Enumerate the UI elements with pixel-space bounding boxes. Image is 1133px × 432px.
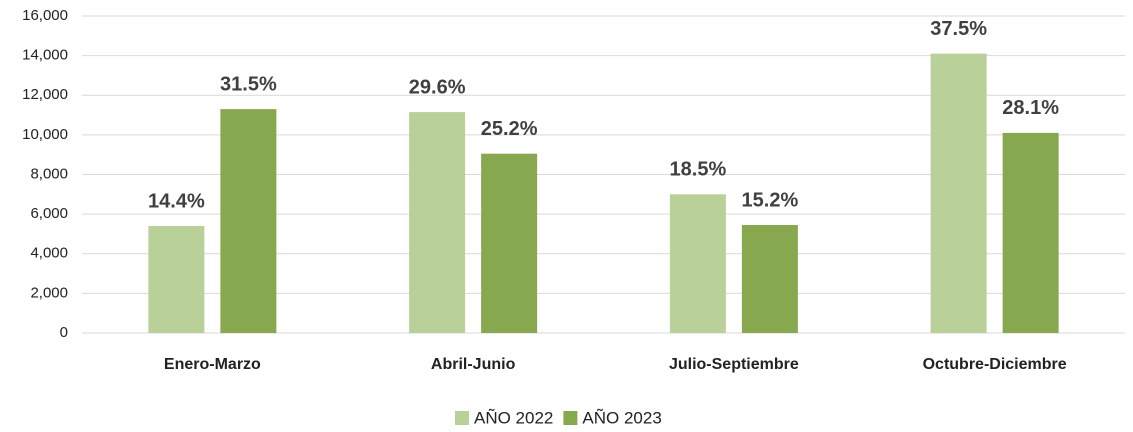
bar [741, 225, 798, 333]
y-tick-label: 10,000 [22, 126, 68, 143]
legend-label: AÑO 2023 [582, 408, 661, 427]
bar-annotation: 37.5% [930, 18, 987, 40]
y-tick-label: 0 [60, 324, 68, 341]
y-tick-label: 12,000 [22, 86, 68, 103]
bar [220, 109, 277, 334]
bar [148, 226, 205, 333]
y-tick-label: 8,000 [30, 165, 68, 182]
y-tick-label: 14,000 [22, 47, 68, 64]
bar [930, 53, 987, 334]
x-tick-label: Abril-Junio [431, 356, 516, 373]
y-tick-label: 6,000 [30, 205, 68, 222]
y-tick-label: 2,000 [30, 284, 68, 301]
legend-swatch [563, 411, 578, 425]
legend-swatch [455, 411, 469, 425]
bar [1002, 132, 1059, 333]
y-tick-label: 16,000 [22, 7, 68, 24]
bar [669, 194, 726, 333]
bar-annotation: 31.5% [220, 73, 277, 95]
bar-annotation: 18.5% [670, 159, 727, 181]
bar-annotation: 14.4% [148, 190, 205, 212]
bar [409, 112, 466, 333]
x-tick-label: Enero-Marzo [164, 356, 261, 373]
x-tick-label: Julio-Septiembre [669, 356, 799, 373]
legend-label: AÑO 2022 [474, 408, 553, 427]
bar-annotation: 15.2% [742, 189, 799, 211]
x-tick-label: Octubre-Diciembre [923, 356, 1067, 373]
bar [481, 153, 538, 333]
bar-annotation: 25.2% [481, 118, 538, 140]
bar-annotation: 28.1% [1002, 97, 1059, 119]
y-tick-label: 4,000 [30, 245, 68, 262]
bar-annotation: 29.6% [409, 76, 466, 98]
